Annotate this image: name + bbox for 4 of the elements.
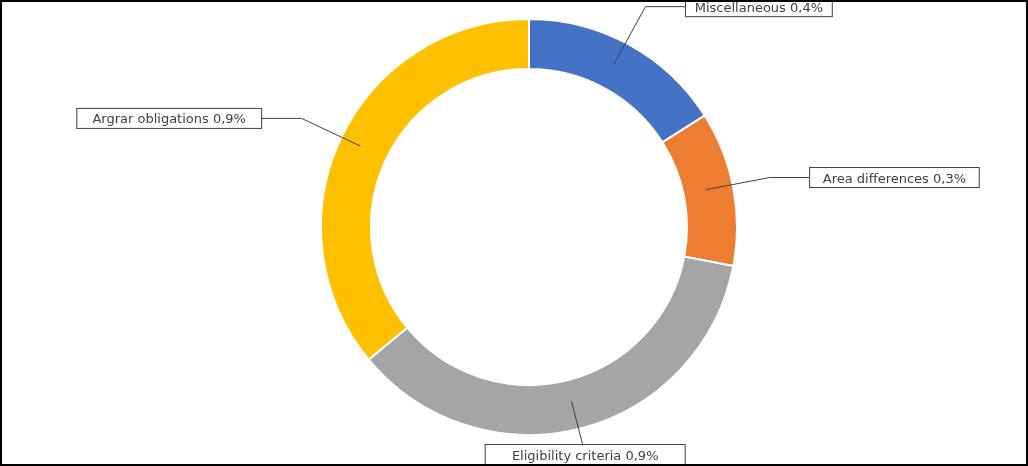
slice-label: Argrar obligations 0,9% <box>92 111 246 127</box>
slice-label: Area differences 0,3% <box>822 170 967 186</box>
slice-label: Miscellaneous 0,4% <box>694 0 824 15</box>
slice-label: Eligibility criteria 0,9% <box>511 447 659 463</box>
